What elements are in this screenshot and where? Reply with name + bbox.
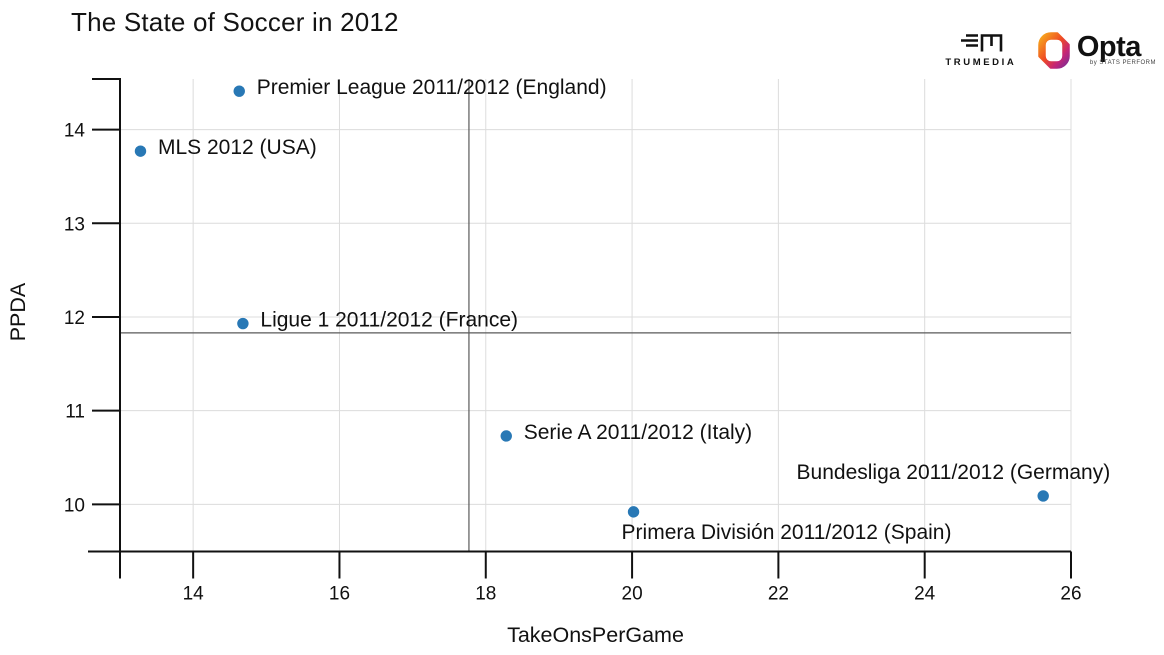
data-point-label: MLS 2012 (USA)	[158, 136, 317, 159]
y-tick-label: 11	[65, 402, 85, 423]
x-tick-label: 24	[914, 584, 936, 605]
branding: TRUMEDIA Opta by STATS PERFORM	[942, 32, 1156, 69]
x-axis-label: TakeOnsPerGame	[507, 623, 684, 647]
opta-o-icon	[1037, 32, 1070, 69]
data-point[interactable]	[500, 430, 512, 442]
data-point-label: Bundesliga 2011/2012 (Germany)	[797, 461, 1111, 484]
x-tick-label: 22	[768, 584, 789, 605]
opta-subtext: by STATS PERFORM	[1089, 60, 1156, 66]
x-tick-label: 16	[329, 584, 350, 605]
y-tick-label: 12	[64, 308, 85, 329]
y-tick-label: 10	[64, 495, 85, 516]
x-tick-label: 14	[183, 584, 205, 605]
trumedia-mark-icon	[960, 34, 1003, 52]
data-point-label: Premier League 2011/2012 (England)	[257, 76, 607, 99]
y-axis-line	[92, 78, 121, 579]
x-tick-label: 26	[1060, 584, 1081, 605]
data-point[interactable]	[1037, 490, 1049, 502]
x-tick-label: 20	[622, 584, 643, 605]
y-tick-label: 13	[64, 214, 85, 235]
data-point[interactable]	[237, 317, 249, 330]
data-point[interactable]	[627, 506, 640, 518]
opta-wordmark: Opta	[1076, 31, 1142, 63]
data-point-label: Serie A 2011/2012 (Italy)	[524, 421, 752, 444]
x-tick-label: 18	[475, 584, 496, 605]
chart-title: The State of Soccer in 2012	[71, 7, 399, 37]
y-axis-label: PPDA	[6, 282, 30, 341]
trumedia-wordmark: TRUMEDIA	[945, 57, 1017, 68]
data-point[interactable]	[233, 85, 245, 97]
data-point-label: Primera División 2011/2012 (Spain)	[622, 521, 952, 544]
opta-logo: Opta by STATS PERFORM	[1037, 31, 1156, 69]
trumedia-logo: TRUMEDIA	[942, 33, 1020, 68]
data-point-label: Ligue 1 2011/2012 (France)	[260, 309, 518, 332]
y-tick-label: 14	[64, 121, 86, 142]
data-point[interactable]	[134, 145, 147, 157]
